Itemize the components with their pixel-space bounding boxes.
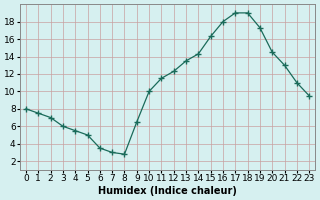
X-axis label: Humidex (Indice chaleur): Humidex (Indice chaleur) — [98, 186, 237, 196]
